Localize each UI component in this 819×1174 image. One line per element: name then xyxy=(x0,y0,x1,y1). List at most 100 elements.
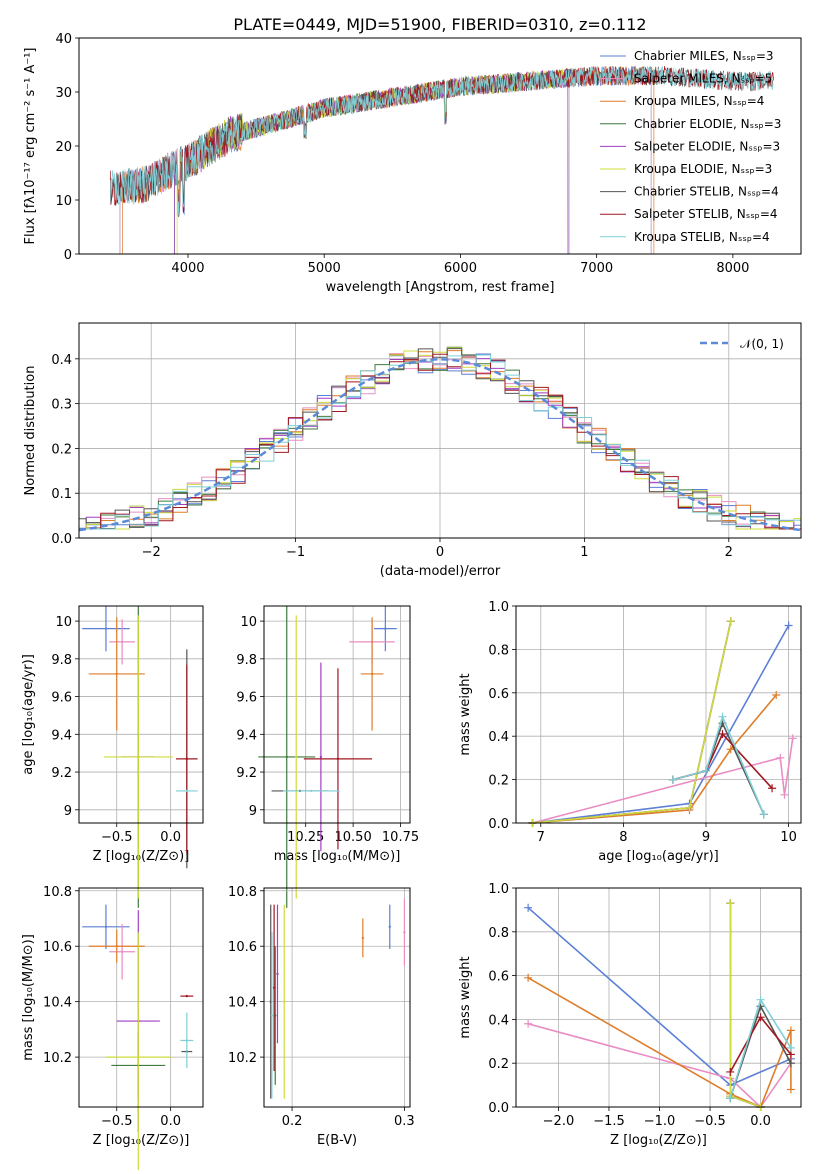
plus-marker xyxy=(786,1026,795,1035)
plus-marker xyxy=(668,775,677,784)
spectrum-lines xyxy=(109,65,774,254)
data-point xyxy=(185,994,189,998)
x-tick-label: −1.5 xyxy=(593,1114,625,1129)
y-tick-label: 10.2 xyxy=(228,1051,257,1066)
x-axis-label: age [log₁₀(age/yr)] xyxy=(598,849,719,864)
data-point xyxy=(115,945,118,948)
y-axis-label: Normed distribution xyxy=(23,366,38,496)
legend-label: Chabrier STELIB, Nₛₛₚ=4 xyxy=(634,185,779,199)
x-tick-label: 0.3 xyxy=(394,1114,415,1129)
y-axis-label: Flux [fλ10⁻¹⁷ erg cm⁻² s⁻¹ A⁻¹] xyxy=(23,48,38,245)
data-point xyxy=(115,672,118,676)
data-point xyxy=(336,757,340,761)
legend-label: Chabrier ELODIE, Nₛₛₚ=3 xyxy=(634,117,781,131)
x-tick-label: 7000 xyxy=(580,261,613,276)
plus-marker xyxy=(685,803,694,812)
series-line xyxy=(532,694,777,824)
normal-reference-curve xyxy=(79,358,801,532)
data-point xyxy=(120,950,124,953)
legend-label: Chabrier MILES, Nₛₛₚ=3 xyxy=(634,49,774,63)
panel-z-weight: −2.0 −1.5 −1.0 −0.5 0.0 0.0 0.2 0.4 0.6 0.8 1.0 Z [… xyxy=(458,882,802,1148)
data-point xyxy=(361,936,365,940)
x-tick-label: 5000 xyxy=(308,261,341,276)
spectrum-series-line xyxy=(109,66,774,218)
y-tick-label: 9.4 xyxy=(236,728,257,743)
data-point xyxy=(185,789,189,793)
data-point xyxy=(104,627,108,630)
panel-ebv-mass: 0.2 0.3 10.2 10.4 10.6 10.8 E(B-V) xyxy=(228,885,415,1148)
plus-marker xyxy=(726,1094,735,1103)
x-tick-label: 4000 xyxy=(171,261,204,276)
data-point xyxy=(388,925,391,929)
x-axis-label: Z [log₁₀(Z/Z⊙)] xyxy=(93,849,190,864)
y-tick-label: 0.2 xyxy=(488,774,509,789)
axes-frame xyxy=(263,887,411,1108)
x-tick-label: −0.5 xyxy=(101,830,133,845)
plus-marker xyxy=(524,973,533,982)
series-line xyxy=(672,714,765,815)
legend-label: Salpeter STELIB, Nₛₛₚ=4 xyxy=(634,207,778,221)
data-point xyxy=(104,925,108,929)
y-tick-label: 9 xyxy=(249,804,257,819)
y-axis-label: age [log₁₀(age/yr)] xyxy=(21,654,36,775)
y-tick-label: 9.4 xyxy=(51,728,72,743)
legend-label: Salpeter MILES, Nₛₛₚ=5 xyxy=(634,72,772,86)
x-tick-label: 8000 xyxy=(716,261,749,276)
x-tick-label: 1 xyxy=(580,545,588,560)
y-tick-label: 0.3 xyxy=(51,398,72,413)
y-tick-label: 1.0 xyxy=(488,600,509,615)
plus-marker xyxy=(524,1019,533,1028)
x-tick-label: 7 xyxy=(537,830,545,845)
series-line xyxy=(527,1023,792,1109)
axes-frame xyxy=(78,887,204,1108)
y-tick-label: 0.0 xyxy=(51,532,72,547)
y-tick-label: 10.8 xyxy=(228,885,257,900)
y-tick-label: 0.4 xyxy=(51,353,72,368)
y-tick-label: 0.8 xyxy=(488,926,509,941)
data-point xyxy=(137,1055,140,1059)
legend-label: Kroupa STELIB, Nₛₛₚ=4 xyxy=(634,230,770,244)
y-axis-label: mass [log₁₀(M/M⊙)] xyxy=(21,934,36,1061)
data-point xyxy=(120,640,124,644)
panel-residuals: −2 −1 0 1 2 0.0 0.1 0.2 0.3 0.4 (data-model)/error… xyxy=(23,322,802,579)
x-tick-label: 0 xyxy=(436,545,444,560)
data-point xyxy=(403,931,406,934)
axes-frame xyxy=(78,605,204,824)
x-tick-label: 2 xyxy=(725,545,733,560)
y-tick-label: 0 xyxy=(64,248,72,263)
x-tick-label: −0.5 xyxy=(101,1114,133,1129)
y-tick-label: 0.8 xyxy=(488,643,509,658)
plus-marker xyxy=(756,995,765,1004)
x-tick-label: 10.25 xyxy=(287,830,324,845)
x-axis-label: mass [log₁₀(M/M⊙)] xyxy=(274,849,401,864)
series-line xyxy=(532,625,790,824)
panel-mass-age: 10.25 10.50 10.75 9 9.2 9.4 9.6 9.8 10 mass [log₁… xyxy=(236,605,419,908)
x-tick-label: 0.0 xyxy=(750,1114,771,1129)
data-point xyxy=(285,755,288,759)
y-tick-label: 40 xyxy=(55,32,72,47)
y-tick-label: 0.4 xyxy=(488,730,509,745)
axes-frame xyxy=(78,37,802,255)
data-point xyxy=(295,755,298,759)
y-tick-label: 0.0 xyxy=(488,817,509,832)
y-tick-label: 10.6 xyxy=(43,940,72,955)
y-tick-label: 0.6 xyxy=(488,687,509,702)
y-tick-label: 0.0 xyxy=(488,1101,509,1116)
legend-label: Kroupa MILES, Nₛₛₚ=4 xyxy=(634,94,764,108)
x-tick-label: 10.75 xyxy=(382,830,419,845)
x-axis-label: Z [log₁₀(Z/Z⊙)] xyxy=(610,1133,707,1148)
plus-marker xyxy=(786,1059,795,1068)
y-tick-label: 10.8 xyxy=(43,885,72,900)
data-point xyxy=(270,1014,274,1017)
plus-marker xyxy=(788,734,797,743)
plus-marker xyxy=(776,753,785,762)
y-tick-label: 9.8 xyxy=(51,653,72,668)
y-tick-label: 20 xyxy=(55,140,72,155)
y-tick-label: 10.2 xyxy=(43,1051,72,1066)
plus-marker xyxy=(726,899,735,908)
plus-marker xyxy=(718,712,727,721)
x-tick-label: −1 xyxy=(286,545,305,560)
axes-frame xyxy=(515,605,802,824)
series-line xyxy=(532,738,794,824)
data-point xyxy=(384,627,387,630)
